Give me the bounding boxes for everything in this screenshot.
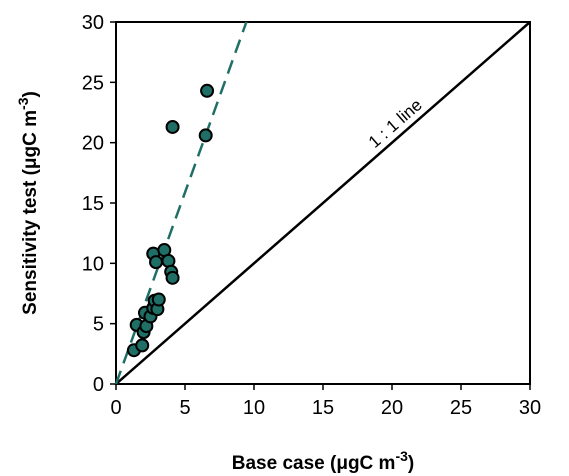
y-axis-title-text: Sensitivity test (μgC m xyxy=(20,110,41,315)
y-tick-label: 20 xyxy=(82,133,104,155)
x-tick-label: 15 xyxy=(312,397,334,419)
x-axis-title-close: ) xyxy=(408,453,414,474)
scatter-point xyxy=(200,83,215,98)
one-to-one-line xyxy=(115,21,531,385)
y-tick-label: 5 xyxy=(93,314,104,336)
x-axis-title-text: Base case (μgC m xyxy=(232,453,396,474)
y-axis-title-exponent: -3 xyxy=(15,97,31,110)
x-tick-label: 10 xyxy=(243,397,265,419)
x-axis-ticks: 0 5 10 15 20 25 30 xyxy=(110,384,541,419)
scatter-point xyxy=(135,338,150,353)
x-axis-title-exponent: -3 xyxy=(395,448,408,464)
x-tick-label: 5 xyxy=(179,397,190,419)
scatter-point xyxy=(198,128,213,143)
scatter-point xyxy=(165,270,180,285)
y-tick-label: 0 xyxy=(93,374,104,396)
y-tick-label: 10 xyxy=(82,253,104,275)
y-axis-title-close: ) xyxy=(20,91,41,97)
scatter-point xyxy=(151,292,166,307)
x-tick-label: 0 xyxy=(110,397,121,419)
y-axis-title: Sensitivity test (μgC m-3) xyxy=(15,91,41,315)
y-tick-label: 30 xyxy=(82,12,104,34)
y-tick-label: 15 xyxy=(82,193,104,215)
x-axis-title: Base case (μgC m-3) xyxy=(232,448,414,474)
x-tick-label: 25 xyxy=(450,397,472,419)
regression-dashed-line xyxy=(114,21,248,385)
y-tick-label: 25 xyxy=(82,72,104,94)
data-points xyxy=(126,83,215,358)
y-axis-ticks: 0 5 10 15 20 25 30 xyxy=(82,12,116,396)
x-tick-label: 30 xyxy=(519,397,541,419)
scatter-point xyxy=(165,119,180,134)
x-tick-label: 20 xyxy=(381,397,403,419)
scatter-point xyxy=(149,255,164,270)
